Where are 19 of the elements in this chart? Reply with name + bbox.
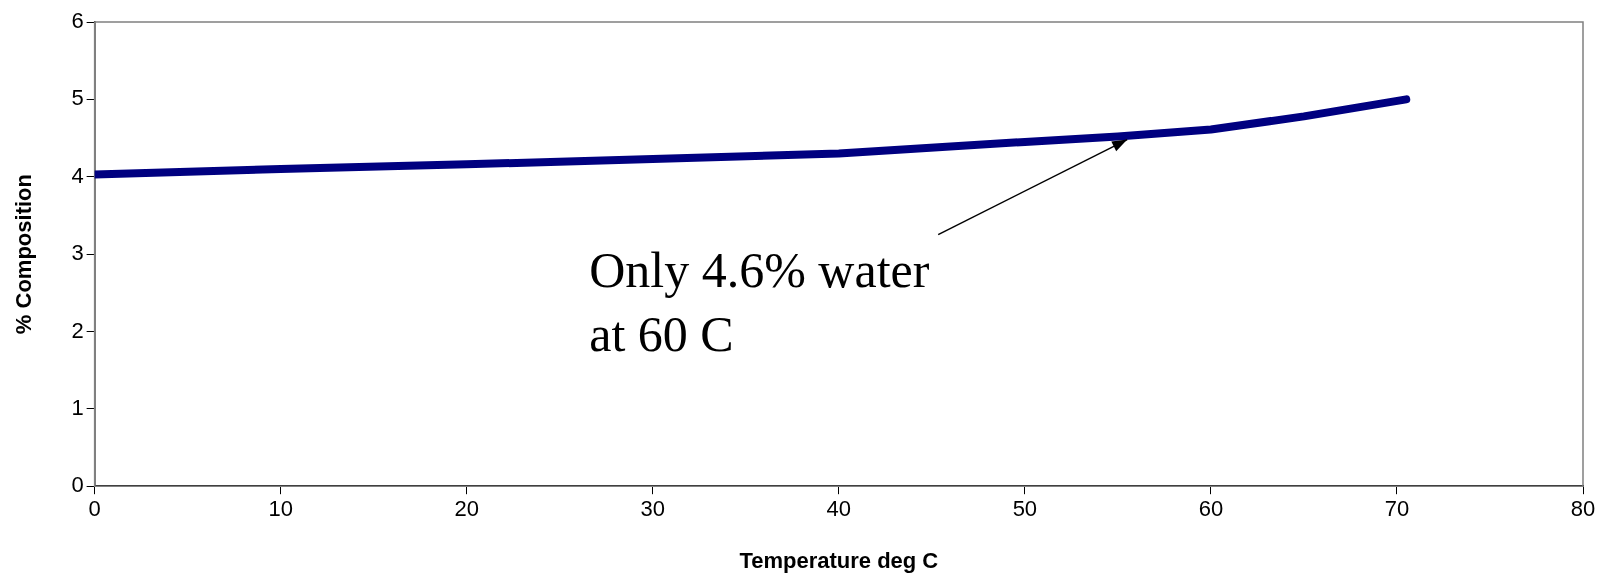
y-tick-label: 1 (71, 394, 84, 420)
y-tick-label: 4 (71, 162, 84, 188)
x-tick-label: 70 (1384, 496, 1410, 522)
x-tick-label: 80 (1570, 496, 1596, 522)
y-tick-label: 0 (71, 472, 84, 498)
y-tick-label: 5 (71, 85, 84, 111)
x-tick-label: 30 (640, 496, 666, 522)
y-tick-label: 3 (71, 240, 84, 266)
x-tick-label: 0 (88, 496, 101, 522)
x-tick-label: 40 (826, 496, 852, 522)
y-tick-label: 6 (71, 8, 84, 34)
y-tick-label: 2 (71, 317, 84, 343)
x-axis-title: Temperature deg C (739, 547, 939, 573)
x-tick-label: 20 (454, 496, 479, 522)
y-axis-title: % Composition (11, 174, 37, 335)
x-tick-label: 50 (1012, 496, 1038, 522)
annotation: Only 4.6% water at 60 C (589, 241, 930, 362)
x-tick-label: 10 (268, 496, 293, 522)
x-tick-label: 60 (1198, 496, 1224, 522)
